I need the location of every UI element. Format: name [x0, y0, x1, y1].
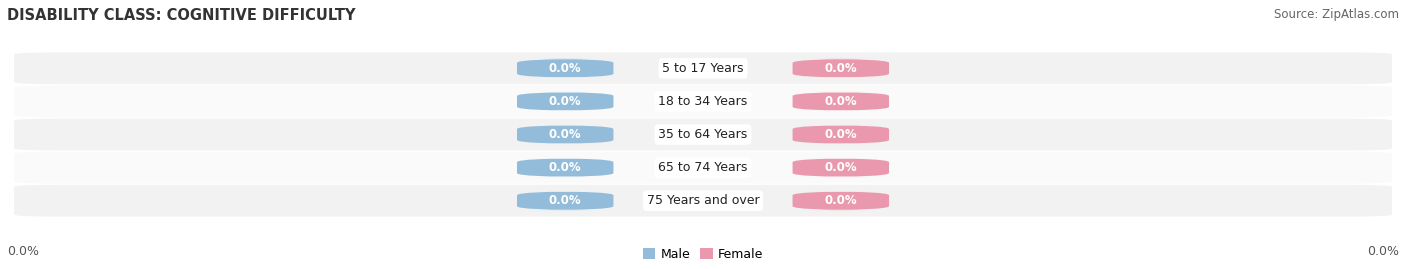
FancyBboxPatch shape	[793, 92, 889, 111]
Text: 0.0%: 0.0%	[824, 128, 858, 141]
Text: 75 Years and over: 75 Years and over	[647, 194, 759, 207]
FancyBboxPatch shape	[793, 125, 889, 144]
Text: 0.0%: 0.0%	[1367, 245, 1399, 258]
FancyBboxPatch shape	[793, 59, 889, 78]
FancyBboxPatch shape	[517, 125, 613, 144]
Text: 0.0%: 0.0%	[824, 95, 858, 108]
Text: Source: ZipAtlas.com: Source: ZipAtlas.com	[1274, 8, 1399, 21]
FancyBboxPatch shape	[793, 191, 889, 210]
Text: 0.0%: 0.0%	[824, 161, 858, 174]
FancyBboxPatch shape	[14, 185, 1392, 217]
Text: DISABILITY CLASS: COGNITIVE DIFFICULTY: DISABILITY CLASS: COGNITIVE DIFFICULTY	[7, 8, 356, 23]
Text: 0.0%: 0.0%	[7, 245, 39, 258]
Legend: Male, Female: Male, Female	[638, 243, 768, 266]
FancyBboxPatch shape	[793, 158, 889, 177]
Text: 0.0%: 0.0%	[548, 128, 582, 141]
Text: 35 to 64 Years: 35 to 64 Years	[658, 128, 748, 141]
FancyBboxPatch shape	[517, 158, 613, 177]
FancyBboxPatch shape	[517, 191, 613, 210]
Text: 0.0%: 0.0%	[824, 62, 858, 75]
Text: 5 to 17 Years: 5 to 17 Years	[662, 62, 744, 75]
FancyBboxPatch shape	[14, 86, 1392, 117]
Text: 0.0%: 0.0%	[548, 161, 582, 174]
Text: 0.0%: 0.0%	[548, 95, 582, 108]
Text: 0.0%: 0.0%	[824, 194, 858, 207]
Text: 0.0%: 0.0%	[548, 194, 582, 207]
Text: 65 to 74 Years: 65 to 74 Years	[658, 161, 748, 174]
Text: 18 to 34 Years: 18 to 34 Years	[658, 95, 748, 108]
FancyBboxPatch shape	[517, 59, 613, 78]
FancyBboxPatch shape	[517, 92, 613, 111]
FancyBboxPatch shape	[14, 152, 1392, 183]
FancyBboxPatch shape	[14, 119, 1392, 150]
Text: 0.0%: 0.0%	[548, 62, 582, 75]
FancyBboxPatch shape	[14, 52, 1392, 84]
